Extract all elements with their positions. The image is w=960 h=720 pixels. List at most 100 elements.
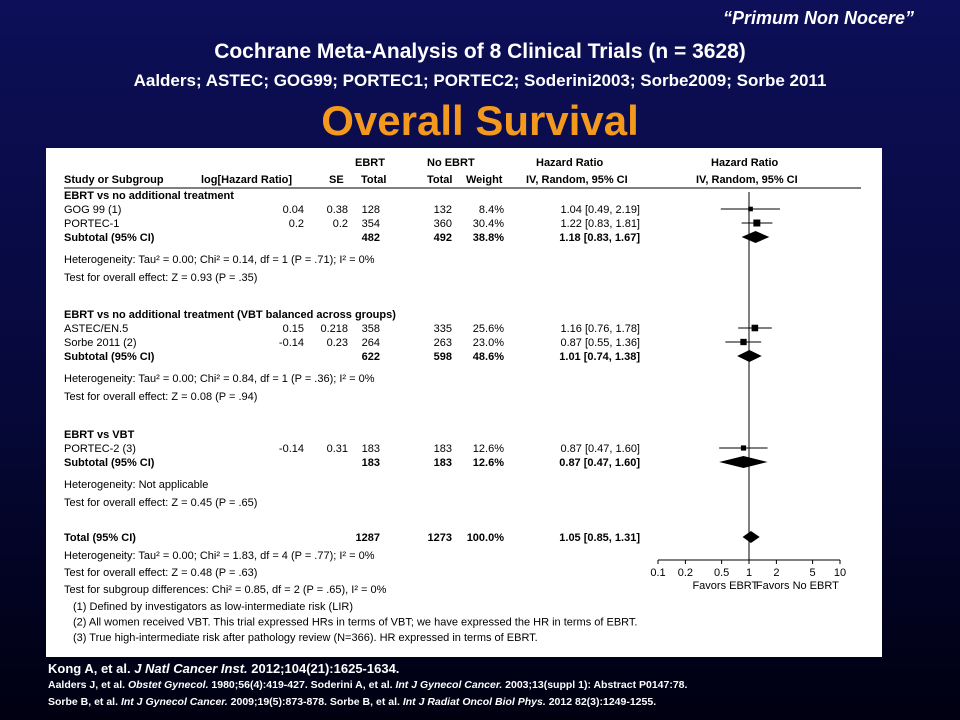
reference-aalders-authors: Aalders J, et al. [48, 679, 128, 691]
x-axis-tick-label: 0.2 [678, 567, 693, 579]
subtotal-row-diamond [719, 456, 768, 468]
group-heterogeneity: Heterogeneity: Tau² = 0.00; Chi² = 0.14,… [64, 254, 375, 266]
study-name: PORTEC-2 (3) [64, 443, 136, 455]
footnote: (1) Defined by investigators as low-inte… [73, 601, 353, 613]
study-se: 0.218 [320, 323, 348, 335]
total-overall-effect: Test for overall effect: Z = 0.48 (P = .… [64, 567, 257, 579]
study-total-ebrt: 128 [362, 204, 380, 216]
study-loghr: -0.14 [279, 337, 304, 349]
reference-sorbe2009-citation: 2009;19(5):873-878. Sorbe B, et al. [227, 696, 403, 708]
reference-sorbe2011-citation: 2012 82(3):1249-1255. [545, 696, 657, 708]
group-title: EBRT vs VBT [64, 429, 135, 441]
total-row: Total (95% CI) [64, 532, 136, 544]
study-total-no-ebrt: 183 [434, 443, 452, 455]
group-heterogeneity: Heterogeneity: Tau² = 0.00; Chi² = 0.84,… [64, 373, 375, 385]
group-title: EBRT vs no additional treatment (VBT bal… [64, 309, 396, 321]
study-se: 0.38 [327, 204, 348, 216]
reference-line-3: Sorbe B, et al. Int J Gynecol Cancer. 20… [48, 694, 687, 711]
subtotal-row-diamond [741, 231, 770, 243]
total-row-weight: 100.0% [467, 532, 505, 544]
study-name: Sorbe 2011 (2) [64, 337, 137, 349]
header-study: Study or Subgroup [64, 174, 164, 186]
reference-soderini-citation: 2003;13(suppl 1): Abstract P0147:78. [502, 679, 688, 691]
subtotal-row-total-ebrt: 183 [362, 457, 380, 469]
subtotal-row-ci: 0.87 [0.47, 1.60] [559, 457, 640, 469]
study-weight: 30.4% [473, 218, 504, 230]
study-loghr: 0.04 [283, 204, 304, 216]
reference-sorbe2009-journal: Int J Gynecol Cancer. [120, 696, 228, 708]
study-total-no-ebrt: 335 [434, 323, 452, 335]
study-ci: 1.22 [0.83, 1.81] [560, 218, 640, 230]
study-ci: 0.87 [0.55, 1.36] [560, 337, 640, 349]
study-loghr: 0.2 [289, 218, 304, 230]
reference-kong-journal: J Natl Cancer Inst. [134, 661, 248, 676]
study-name: GOG 99 (1) [64, 204, 121, 216]
study-point [753, 219, 761, 227]
x-axis-tick-label: 10 [834, 567, 846, 579]
study-ci: 1.16 [0.76, 1.78] [560, 323, 640, 335]
study-total-ebrt: 264 [362, 337, 380, 349]
group-title: EBRT vs no additional treatment [64, 190, 234, 202]
study-total-ebrt: 183 [362, 443, 380, 455]
subtotal-row-total-no-ebrt: 598 [434, 351, 452, 363]
total-row-ci: 1.05 [0.85, 1.31] [559, 532, 640, 544]
study-total-no-ebrt: 263 [434, 337, 452, 349]
subtotal-row-weight: 38.8% [473, 232, 504, 244]
study-point [751, 324, 759, 332]
study-ci: 1.04 [0.49, 2.19] [560, 204, 640, 216]
footnote: (3) True high-intermediate risk after pa… [73, 632, 538, 644]
reference-kong: Kong A, et al. J Natl Cancer Inst. 2012;… [48, 660, 687, 677]
reference-sorbe2011-journal: Int J Radiat Oncol Biol Phys. [402, 696, 546, 708]
study-name: PORTEC-1 [64, 218, 119, 230]
study-point [748, 206, 753, 212]
study-se: 0.23 [327, 337, 348, 349]
study-loghr: 0.15 [283, 323, 304, 335]
x-axis-tick-label: 2 [773, 567, 779, 579]
subtotal-row: Subtotal (95% CI) [64, 457, 155, 469]
study-total-ebrt: 358 [362, 323, 380, 335]
x-axis-tick-label: 1 [746, 567, 752, 579]
total-row-diamond [742, 531, 760, 543]
favors-no-ebrt-label: Favors No EBRT [756, 580, 839, 592]
subtotal-row-ci: 1.01 [0.74, 1.38] [559, 351, 640, 363]
subtotal-row: Subtotal (95% CI) [64, 351, 155, 363]
study-total-no-ebrt: 132 [434, 204, 452, 216]
study-point [740, 445, 747, 451]
reference-kong-authors: Kong A, et al. [48, 661, 135, 676]
header-no-ebrt: No EBRT [427, 157, 475, 169]
reference-aalders-citation: 1980;56(4):419-427. Soderini A, et al. [208, 679, 396, 691]
subtotal-row-weight: 48.6% [473, 351, 504, 363]
group-overall-effect: Test for overall effect: Z = 0.08 (P = .… [64, 391, 257, 403]
total-row-total-no-ebrt: 1273 [428, 532, 452, 544]
forest-plot: EBRT No EBRT Hazard Ratio Hazard Ratio S… [64, 157, 861, 644]
subtotal-row-diamond [737, 350, 762, 362]
study-weight: 8.4% [479, 204, 504, 216]
x-axis-tick-label: 0.5 [714, 567, 729, 579]
reference-kong-citation: 2012;104(21):1625-1634. [247, 661, 400, 676]
subtotal-row-total-ebrt: 482 [362, 232, 380, 244]
slide-quote: “Primum Non Nocere” [722, 8, 914, 28]
slide-headline: Overall Survival [321, 97, 639, 144]
study-ci: 0.87 [0.47, 1.60] [560, 443, 640, 455]
study-se: 0.31 [327, 443, 348, 455]
subtotal-row-total-no-ebrt: 183 [434, 457, 452, 469]
subtotal-row: Subtotal (95% CI) [64, 232, 155, 244]
footnote: (2) All women received VBT. This trial e… [73, 617, 637, 629]
study-weight: 25.6% [473, 323, 504, 335]
subtotal-row-weight: 12.6% [473, 457, 504, 469]
study-total-ebrt: 354 [362, 218, 380, 230]
subtotal-row-ci: 1.18 [0.83, 1.67] [559, 232, 640, 244]
subgroup-difference-test: Test for subgroup differences: Chi² = 0.… [64, 584, 387, 596]
x-axis-tick-label: 0.1 [650, 567, 665, 579]
header-ci-plot: IV, Random, 95% CI [696, 174, 798, 186]
group-heterogeneity: Heterogeneity: Not applicable [64, 479, 208, 491]
header-ci: IV, Random, 95% CI [526, 174, 628, 186]
header-hazard-ratio-plot: Hazard Ratio [711, 157, 779, 169]
group-overall-effect: Test for overall effect: Z = 0.45 (P = .… [64, 497, 257, 509]
reference-sorbe2009-authors: Sorbe B, et al. [48, 696, 121, 708]
subtotal-row-total-ebrt: 622 [362, 351, 380, 363]
header-total-no-ebrt: Total [427, 174, 452, 186]
header-hazard-ratio: Hazard Ratio [536, 157, 604, 169]
header-loghr: log[Hazard Ratio] [201, 174, 292, 186]
slide-subtitle: Aalders; ASTEC; GOG99; PORTEC1; PORTEC2;… [133, 71, 827, 90]
